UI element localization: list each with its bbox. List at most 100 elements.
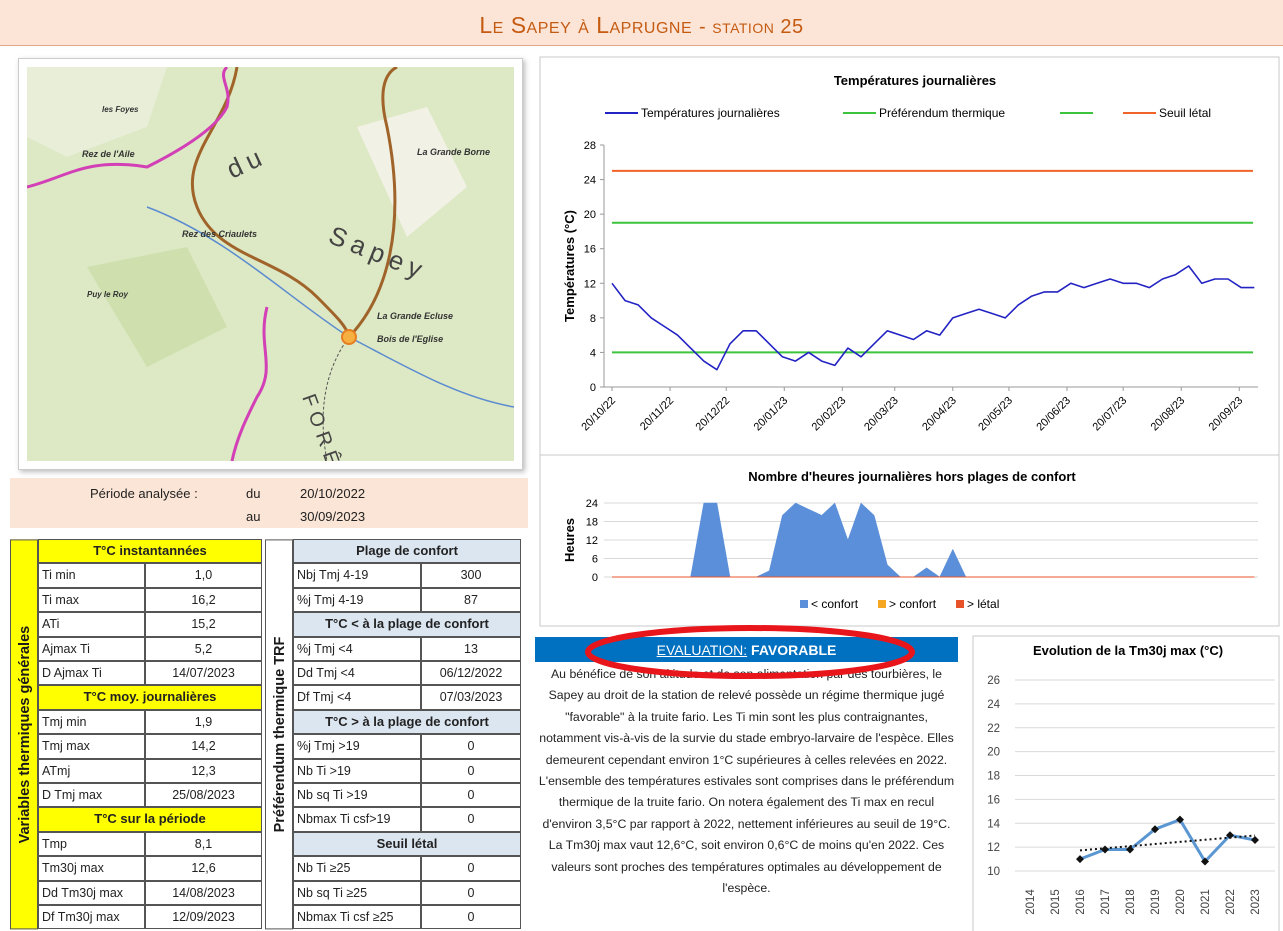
y-tick-label: 16 [584, 244, 596, 256]
y-tick-label: 4 [590, 347, 596, 359]
y-axis-title: Températures (°C) [562, 210, 577, 322]
table-row-value: 15,2 [145, 612, 262, 636]
x-tick-label: 20/05/23 [976, 395, 1015, 434]
x-tick-label: 2015 [1050, 889, 1062, 915]
evaluation-verdict: FAVORABLE [751, 642, 836, 658]
x-tick-label: 2023 [1250, 889, 1262, 915]
x-tick-label: 2019 [1150, 889, 1162, 915]
legend-swatch [800, 600, 808, 608]
y-tick-label: 24 [586, 498, 598, 510]
table-row-label: Nbmax Ti csf>19 [293, 807, 421, 831]
y-tick-label: 10 [987, 866, 1000, 878]
legend-swatch [956, 600, 964, 608]
y-tick-label: 0 [592, 572, 598, 584]
x-tick-label: 20/04/23 [920, 395, 959, 434]
period-to: 30/09/2023 [300, 509, 365, 524]
table-row-label: Df Tm30j max [38, 905, 145, 929]
x-tick-label: 20/10/22 [579, 395, 618, 434]
x-tick-label: 20/12/22 [694, 395, 733, 434]
page: Le Sapey à Laprugne - station 25 duSapey… [0, 0, 1283, 931]
table-section-header: T°C moy. journalières [38, 685, 262, 709]
y-tick-label: 12 [987, 842, 1000, 854]
table-row-value: 8,1 [145, 832, 262, 856]
legend-label: < confort [811, 597, 859, 611]
legend-label: > confort [889, 597, 937, 611]
y-tick-label: 18 [586, 517, 598, 529]
table-row-label: D Tmj max [38, 783, 145, 807]
table-row-value: 0 [421, 856, 521, 880]
y-tick-label: 18 [987, 771, 1000, 783]
table-row-value: 0 [421, 905, 521, 929]
map-label: Bois de l'Eglise [377, 334, 443, 344]
x-tick-label: 2020 [1175, 889, 1187, 915]
y-tick-label: 24 [584, 175, 596, 187]
table-side-title: Préférendum thermique TRF [265, 539, 293, 929]
x-tick-label: 20/03/23 [862, 395, 901, 434]
table-row-value: 1,0 [145, 563, 262, 587]
table-row-label: Df Tmj <4 [293, 685, 421, 709]
map-label: Puy le Roy [87, 290, 128, 299]
x-tick-label: 2021 [1200, 889, 1212, 915]
data-point [1176, 816, 1184, 824]
map-label: Rez des Criaulets [182, 229, 257, 239]
period-from-label: du [246, 486, 260, 501]
table-row-label: Tmj max [38, 734, 145, 758]
table-row-value: 14/07/2023 [145, 661, 262, 685]
data-point [1076, 855, 1084, 863]
table-row-label: Tmj min [38, 710, 145, 734]
map-label: La Grande Ecluse [377, 311, 453, 321]
table-row-label: %j Tmj >19 [293, 734, 421, 758]
y-tick-label: 22 [987, 723, 1000, 735]
chart-title: Températures journalières [834, 73, 996, 88]
table-row-value: 300 [421, 563, 521, 587]
period-band: Période analysée : du 20/10/2022 au 30/0… [10, 478, 528, 528]
y-tick-label: 14 [987, 818, 1000, 830]
y-tick-label: 16 [987, 794, 1000, 806]
table-section-header: Plage de confort [293, 539, 521, 563]
evaluation-text: Au bénéfice de son altitude et de son al… [535, 664, 958, 899]
y-tick-label: 12 [586, 535, 598, 547]
table-row-label: %j Tmj 4-19 [293, 588, 421, 612]
area [612, 503, 1254, 577]
x-tick-label: 20/09/23 [1207, 395, 1246, 434]
table-row-label: Ti min [38, 563, 145, 587]
trend-line [1080, 835, 1255, 850]
y-tick-label: 0 [590, 382, 596, 394]
table-row-label: Nb Ti >19 [293, 759, 421, 783]
x-tick-label: 2018 [1125, 889, 1137, 915]
table-row-label: Nb sq Ti >19 [293, 783, 421, 807]
table-row-label: Nbmax Ti csf ≥25 [293, 905, 421, 929]
table-row-value: 0 [421, 783, 521, 807]
table-row-value: 5,2 [145, 637, 262, 661]
table-row-value: 12,3 [145, 759, 262, 783]
table-row-label: ATmj [38, 759, 145, 783]
table-section-header: T°C > à la plage de confort [293, 710, 521, 734]
table-row-value: 06/12/2022 [421, 661, 521, 685]
y-tick-label: 6 [592, 554, 598, 566]
legend-label: Températures journalières [641, 106, 780, 120]
table-row-value: 1,9 [145, 710, 262, 734]
table-row-value: 87 [421, 588, 521, 612]
table-row-label: D Ajmax Ti [38, 661, 145, 685]
station-marker [342, 330, 356, 344]
table-row-label: Nb Ti ≥25 [293, 856, 421, 880]
x-tick-label: 2016 [1075, 889, 1087, 915]
table-row-label: Tm30j max [38, 856, 145, 880]
map-label: La Grande Borne [417, 147, 490, 157]
x-tick-label: 2017 [1100, 889, 1112, 915]
table-row-label: Ajmax Ti [38, 637, 145, 661]
period-from: 20/10/2022 [300, 486, 365, 501]
legend-swatch [878, 600, 886, 608]
period-label: Période analysée : [90, 486, 198, 501]
evaluation-header: EVALUATION: FAVORABLE [535, 637, 958, 662]
table-section-header: T°C sur la période [38, 807, 262, 831]
table-row-label: Dd Tmj <4 [293, 661, 421, 685]
data-point [1101, 846, 1109, 854]
table-row-value: 13 [421, 637, 521, 661]
table-section-header: T°C instantannées [38, 539, 262, 563]
page-title: Le Sapey à Laprugne [479, 12, 692, 38]
table-row-value: 12,6 [145, 856, 262, 880]
period-to-label: au [246, 509, 260, 524]
temperature-line [612, 266, 1254, 370]
table-row-value: 0 [421, 881, 521, 905]
